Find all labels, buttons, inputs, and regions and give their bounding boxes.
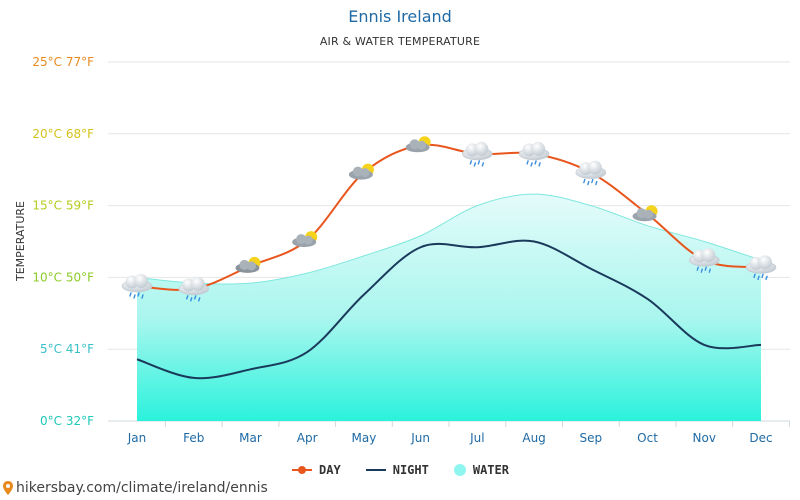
rain-weather-icon [462, 141, 493, 167]
x-tick-label: Jun [410, 431, 430, 445]
day-line-icon [292, 466, 313, 474]
legend-water-label: WATER [472, 463, 509, 477]
y-tick-label: 10°C 50°F [32, 270, 94, 284]
x-tick-label: Jul [469, 431, 484, 445]
chart-title: Ennis Ireland [348, 7, 452, 26]
x-tick-label: Sep [580, 431, 603, 445]
y-tick-label: 15°C 59°F [32, 199, 94, 213]
partly-cloudy-weather-icon [235, 256, 261, 273]
night-line [136, 239, 762, 380]
rain-weather-icon [121, 274, 153, 299]
x-tick-label: Oct [637, 431, 658, 445]
chart-legend: DAY NIGHT WATER [0, 463, 800, 477]
rain-weather-icon [688, 248, 720, 273]
legend-day[interactable]: DAY [291, 463, 341, 477]
water-dot-icon [453, 464, 466, 476]
partly-sunny-weather-icon [292, 231, 318, 248]
rain-weather-icon [745, 255, 777, 281]
x-tick-label: Feb [183, 431, 204, 445]
x-tick-label: Nov [693, 431, 716, 445]
x-tick-label: Aug [522, 431, 545, 445]
rain-weather-icon [178, 276, 210, 302]
source-credit[interactable]: hikersbay.com/climate/ireland/ennis [2, 480, 268, 496]
x-tick-label: May [352, 431, 377, 445]
legend-night-label: NIGHT [392, 463, 429, 477]
x-tick-label: Dec [749, 431, 772, 445]
x-tick-label: Mar [239, 431, 262, 445]
legend-day-label: DAY [319, 463, 341, 477]
partly-sunny-weather-icon [348, 163, 374, 180]
partly-sunny-weather-icon [405, 136, 431, 153]
y-axis-label: TEMPERATURE [14, 201, 27, 282]
partly-sunny-weather-icon [632, 205, 658, 222]
y-tick-label: 25°C 77°F [32, 55, 94, 69]
chart-subtitle: AIR & WATER TEMPERATURE [319, 35, 481, 48]
night-line-icon [365, 469, 386, 471]
legend-night[interactable]: NIGHT [365, 463, 429, 477]
y-tick-label: 5°C 41°F [40, 342, 94, 356]
temperature-chart: 0°C 32°F 5°C 41°F 10°C 50°F 15°C 59°F 20°C 6… [14, 55, 790, 445]
rain-weather-icon [575, 160, 607, 186]
source-credit-text: hikersbay.com/climate/ireland/ennis [16, 480, 268, 496]
x-tick-label: Jan [127, 431, 147, 445]
map-pin-icon [3, 481, 13, 495]
water-area [137, 194, 761, 421]
x-tick-label: Apr [297, 431, 318, 445]
y-tick-label: 0°C 32°F [40, 414, 94, 428]
rain-weather-icon [518, 141, 550, 167]
y-tick-label: 20°C 68°F [32, 127, 94, 141]
water-line [136, 193, 762, 285]
legend-water[interactable]: WATER [453, 463, 509, 477]
